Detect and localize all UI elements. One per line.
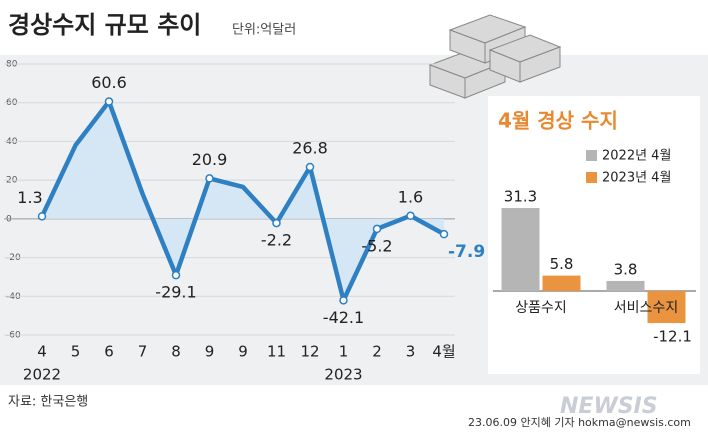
bar (647, 291, 686, 324)
point (37, 212, 47, 221)
bar (606, 280, 645, 291)
value-label: 20.9 (192, 150, 228, 169)
value-label: 31.3 (504, 188, 537, 206)
x-tick-label: 2 (372, 343, 382, 361)
point (339, 296, 348, 305)
x-tick-label: 6 (104, 343, 114, 361)
credit: 23.06.09 안지혜 기자 hokma@newsis.com (468, 416, 691, 429)
point (104, 97, 114, 106)
source: 자료: 한국은행 (8, 394, 88, 410)
legend-label: 2022년 4월 (602, 149, 671, 164)
value-label: 1.6 (398, 187, 423, 206)
x-tick-label: 4 (37, 343, 47, 361)
bar (542, 275, 581, 291)
x-tick-label: 12 (300, 343, 319, 361)
value-label: 5.8 (550, 255, 574, 273)
value-label: -12.1 (653, 328, 692, 346)
point (372, 224, 382, 234)
point (171, 270, 181, 280)
bar (501, 208, 540, 291)
money-icon (428, 14, 562, 99)
watermark: NEWSIS (560, 394, 658, 419)
area (42, 101, 444, 301)
point (272, 218, 281, 228)
year-label: 2022 (23, 366, 61, 384)
x-tick-label: 3 (406, 343, 416, 361)
legend-swatch (586, 172, 597, 183)
value-label: -5.2 (361, 236, 392, 255)
x-tick-label: 9 (238, 343, 248, 361)
value-label: 60.6 (91, 73, 127, 92)
legend-swatch (586, 150, 597, 161)
value-label: 3.8 (614, 260, 638, 278)
year-label: 2023 (324, 366, 362, 384)
point (305, 162, 315, 172)
x-tick-label: 8 (171, 343, 181, 361)
value-label: -2.2 (261, 231, 292, 250)
value-label: -42.1 (323, 308, 364, 327)
unit-label: 단위:억달러 (232, 23, 296, 38)
x-tick-label: 4월 (432, 343, 455, 361)
x-tick-label: 5 (71, 343, 81, 361)
value-label: -7.9 (448, 242, 485, 262)
point (406, 211, 415, 221)
x-tick-label: 7 (138, 343, 148, 361)
inset-title: 4월 경상 수지 (498, 109, 618, 133)
point (439, 229, 449, 239)
value-label: 26.8 (292, 138, 328, 157)
value-label: -29.1 (155, 283, 196, 302)
category-label: 서비스수지 (614, 300, 678, 316)
point (205, 174, 214, 183)
x-tick-label: 1 (339, 343, 349, 361)
x-tick-label: 9 (205, 343, 215, 361)
value-label: 1.3 (17, 188, 42, 207)
x-tick-label: 11 (267, 343, 286, 361)
category-label: 상품수지 (515, 300, 567, 316)
chart-title: 경상수지 규모 추이 (8, 11, 201, 39)
legend-label: 2023년 4월 (602, 171, 671, 186)
